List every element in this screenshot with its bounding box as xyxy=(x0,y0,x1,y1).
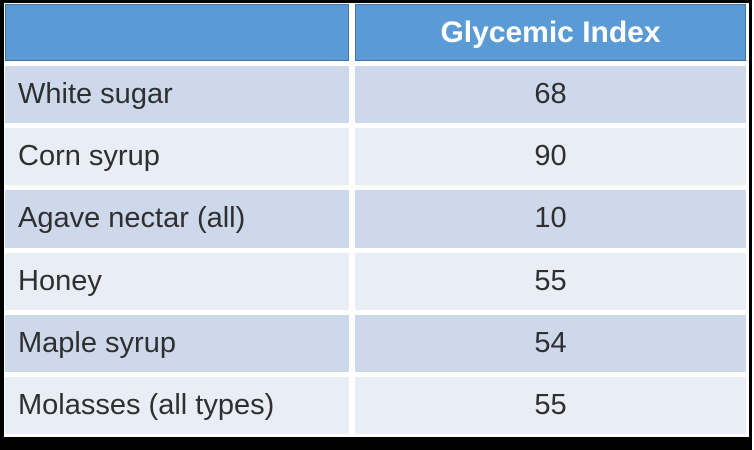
row-label: Honey xyxy=(18,264,102,297)
row-value: 55 xyxy=(534,264,567,297)
header-title: Glycemic Index xyxy=(440,15,661,49)
table-row-label-cell: White sugar xyxy=(5,66,349,124)
row-value: 90 xyxy=(534,140,567,173)
header-cell-empty xyxy=(5,4,349,62)
table-row-value-cell: 68 xyxy=(355,66,746,124)
table-row-value-cell: 90 xyxy=(355,128,746,186)
table-row-value-cell: 55 xyxy=(355,252,746,310)
table-row-value-cell: 55 xyxy=(355,376,746,434)
table-row-label-cell: Corn syrup xyxy=(5,128,349,186)
row-label: White sugar xyxy=(18,78,173,111)
row-label: Maple syrup xyxy=(18,326,176,359)
table-row-value-cell: 10 xyxy=(355,190,746,248)
header-cell-glycemic-index: Glycemic Index xyxy=(355,4,746,62)
table-row-value-cell: 54 xyxy=(355,314,746,372)
table-row-label-cell: Molasses (all types) xyxy=(5,376,349,434)
table-row-label-cell: Maple syrup xyxy=(5,314,349,372)
row-label: Corn syrup xyxy=(18,140,160,173)
row-value: 10 xyxy=(534,202,567,235)
row-value: 54 xyxy=(534,326,567,359)
table-row-label-cell: Honey xyxy=(5,252,349,310)
glycemic-table: Glycemic Index White sugar 68 Corn syrup… xyxy=(4,3,749,437)
row-value: 55 xyxy=(534,388,567,421)
table-row-label-cell: Agave nectar (all) xyxy=(5,190,349,248)
row-label: Molasses (all types) xyxy=(18,388,275,421)
row-value: 68 xyxy=(534,78,567,111)
row-label: Agave nectar (all) xyxy=(18,202,246,235)
